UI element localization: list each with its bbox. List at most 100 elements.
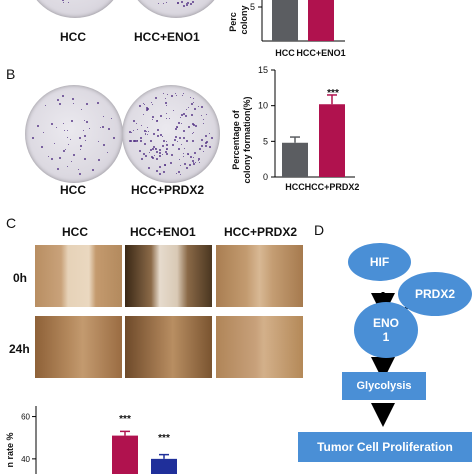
colony-dot [177, 140, 179, 142]
colony-dot [71, 160, 73, 162]
colony-dot [200, 115, 202, 117]
colony-dot [177, 170, 180, 173]
colony-dot [170, 154, 173, 157]
colony-dot [200, 138, 203, 141]
colony-dot [188, 154, 190, 155]
colony-dot [92, 168, 95, 171]
colony-dot [158, 165, 161, 168]
colony-dot [185, 2, 187, 4]
colony-dot [164, 98, 166, 100]
colony-dot [51, 158, 54, 161]
colony-dot [70, 138, 72, 140]
colony-dot [189, 156, 192, 159]
colony-dot [73, 153, 76, 156]
colony-dot [140, 124, 142, 126]
colony-dot [154, 96, 157, 99]
colony-dot [192, 98, 194, 100]
colony-dot [180, 164, 182, 166]
colony-dot [180, 113, 183, 116]
colony-dot [144, 104, 146, 106]
colony-dot [66, 130, 68, 132]
colony-dot [62, 123, 64, 125]
colony-dot [192, 157, 194, 159]
scratch-prdx2-24h [216, 316, 303, 378]
colony-dot [204, 144, 207, 147]
chart-b-bar [319, 104, 345, 177]
node-prdx2: PRDX2 [398, 272, 472, 316]
colony-dot [203, 122, 205, 124]
colony-dot [171, 143, 174, 146]
node-eno1-line1: ENO [372, 316, 399, 330]
colony-dot [129, 131, 132, 134]
colony-dot [62, 0, 65, 2]
dish-hcc-prdx2-b [122, 85, 220, 183]
chart-c-bar [112, 435, 138, 474]
colony-dot [84, 139, 86, 141]
colony-dot [80, 149, 82, 151]
colony-dot [161, 135, 163, 137]
node-eno1-line2: 1 [382, 330, 390, 344]
colony-dot [178, 148, 181, 151]
colony-dot [186, 1, 189, 4]
colony-dot [209, 133, 211, 135]
colony-dot [166, 117, 168, 119]
colony-dot [140, 157, 143, 160]
colony-dot [192, 140, 195, 143]
dish-label-hcc-prdx2-b: HCC+PRDX2 [131, 183, 205, 197]
colony-dot [62, 2, 64, 4]
chart-b-xlabel-hcc: HCC [285, 182, 305, 192]
colony-dot [149, 140, 152, 143]
colony-dot [67, 136, 69, 138]
colony-dot [80, 109, 82, 111]
colony-dot [112, 137, 115, 140]
colony-dot [97, 158, 100, 161]
dish-hcc-b [25, 85, 123, 183]
colony-dot [156, 170, 159, 173]
colony-dot [83, 134, 86, 137]
chart-b-ytick-label: 0 [263, 172, 268, 182]
colony-dot [194, 125, 197, 128]
colony-dot [56, 167, 59, 170]
chart-b-bar [282, 142, 308, 177]
chart-c-bar [151, 458, 177, 474]
colony-dot [63, 150, 66, 153]
colony-dot [194, 108, 197, 111]
colony-dot [166, 105, 168, 107]
colony-dot [136, 139, 139, 142]
node-tumor-proliferation: Tumor Cell Proliferation [298, 432, 472, 462]
colony-dot [180, 123, 182, 125]
colony-dot [166, 147, 169, 150]
colony-dot [160, 134, 163, 137]
colony-dot [155, 147, 157, 149]
colony-dot [58, 156, 61, 159]
colony-dot [164, 151, 167, 154]
colony-dot [192, 101, 194, 103]
colony-dot [154, 154, 156, 156]
colony-dot [175, 125, 178, 128]
colony-dot [193, 162, 195, 164]
colony-dot [153, 133, 156, 136]
colony-dot [156, 120, 158, 122]
colony-dot [98, 140, 100, 142]
colony-dot [163, 2, 165, 4]
chart-a-ylabel-2: colony [239, 5, 249, 34]
colony-dot [200, 106, 203, 109]
colony-dot [166, 149, 168, 151]
colony-dot [147, 134, 149, 136]
colony-dot [67, 1, 69, 3]
colony-dot [156, 128, 159, 131]
colony-dot [146, 109, 149, 112]
chart-a-xlabel-hcc: HCC [275, 48, 295, 58]
colony-dot [191, 159, 194, 162]
row-label-0h: 0h [13, 271, 28, 285]
colony-dot [190, 97, 192, 99]
chart-b: Percentage of colony formation(%) 0 5 10 15… [231, 65, 359, 192]
colony-dot [149, 152, 151, 154]
colony-dot [182, 93, 184, 95]
colony-dot [168, 118, 170, 120]
colony-dot [178, 122, 181, 125]
colony-dot [151, 101, 153, 103]
colony-dot [136, 122, 138, 124]
colony-dot [192, 123, 195, 126]
colony-dot [166, 153, 169, 156]
